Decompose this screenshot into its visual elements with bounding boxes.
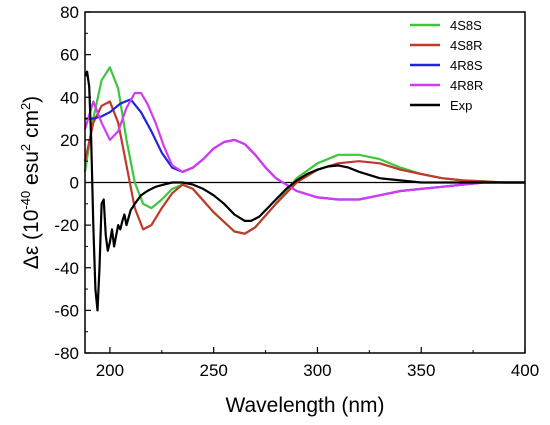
y-tick-label: -40 <box>54 259 79 278</box>
legend: 4S8S 4S8R 4R8S 4R8R Exp <box>410 18 483 113</box>
y-tick-label: 40 <box>60 88 79 107</box>
y-axis: -80 -60 -40 -20 0 20 40 60 80 <box>54 3 91 363</box>
legend-label: 4S8S <box>450 18 482 33</box>
x-tick-label: 200 <box>96 361 124 380</box>
series-line-4s8r <box>83 100 525 235</box>
y-axis-title: Δε (10-40 esu2 cm2) <box>18 96 43 269</box>
y-tick-label: 0 <box>70 174 79 193</box>
y-tick-label: -80 <box>54 344 79 363</box>
series-line-4r8r <box>83 91 525 201</box>
x-tick-label: 250 <box>199 361 227 380</box>
y-tick-label: -60 <box>54 301 79 320</box>
series-line-exp <box>84 70 525 312</box>
y-tick-label: 80 <box>60 3 79 22</box>
legend-label: 4R8S <box>450 58 483 73</box>
x-tick-label: 350 <box>407 361 435 380</box>
y-tick-label: -20 <box>54 216 79 235</box>
legend-label: Exp <box>450 98 472 113</box>
y-tick-label: 60 <box>60 46 79 65</box>
x-tick-label: 300 <box>303 361 331 380</box>
x-axis-title: Wavelength (nm) <box>225 394 384 417</box>
x-tick-label: 400 <box>511 361 539 380</box>
legend-label: 4S8R <box>450 38 483 53</box>
legend-label: 4R8R <box>450 78 483 93</box>
y-tick-label: 20 <box>60 131 79 150</box>
series-layer <box>83 66 525 312</box>
x-axis: 200 250 300 350 400 <box>96 347 539 380</box>
